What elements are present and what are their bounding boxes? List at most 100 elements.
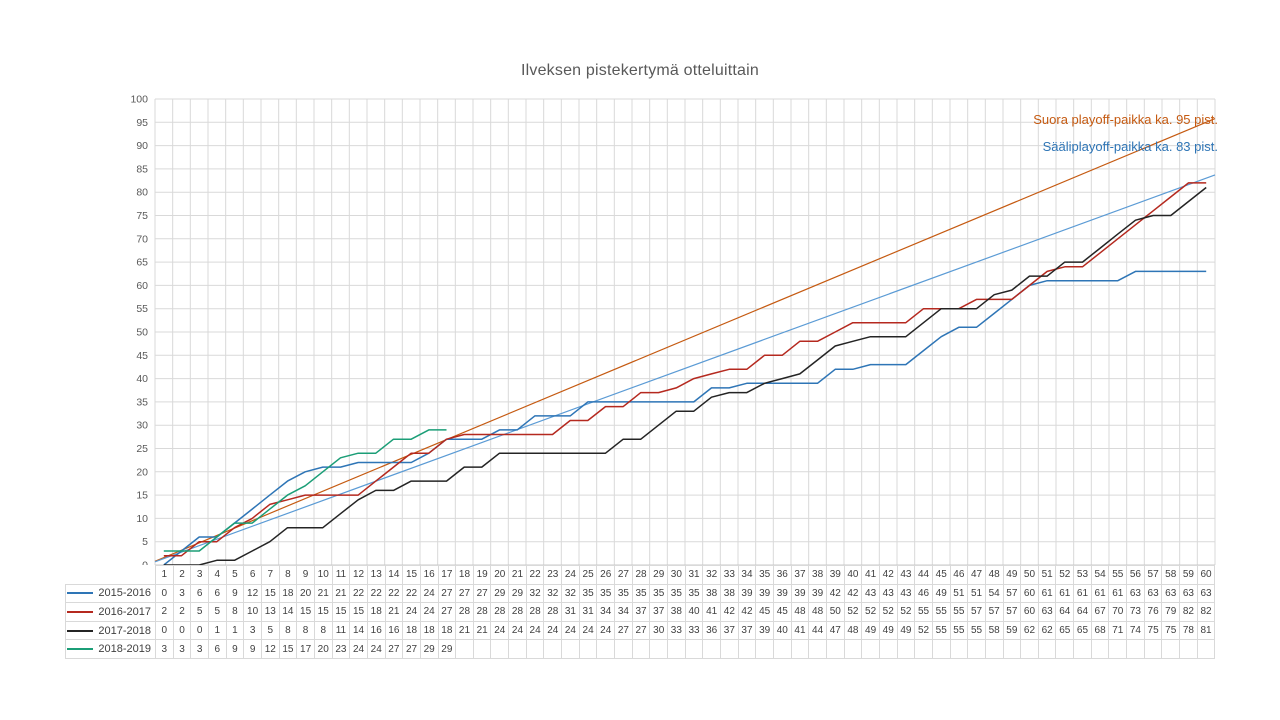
points-cell: 3 [190,639,209,659]
points-cell: 24 [508,620,527,641]
points-cell [967,639,986,659]
points-cell [525,639,545,659]
series-row-2016-2017: 2016-2017 2 2 5 5 8 10 13 14 15 15 15 15 18 21 24 24 27 28… [65,602,1216,622]
points-cell: 63 [1126,583,1145,604]
points-cell: 15 [313,602,333,622]
y-axis-tick-label: 15 [136,490,148,502]
game-number-cell: 44 [914,565,933,585]
points-cell: 44 [808,620,827,641]
points-cell: 5 [260,620,280,641]
points-cell: 73 [1126,602,1145,622]
points-cell: 75 [1143,620,1163,641]
points-cell: 63 [1196,583,1216,604]
points-cell: 55 [967,620,986,641]
game-number-cell: 5 [225,565,245,585]
points-cell: 70 [1108,602,1128,622]
y-axis-tick-label: 55 [136,303,148,315]
points-cell: 51 [949,583,969,604]
game-number-cell: 47 [967,565,986,585]
game-number-cell: 57 [1143,565,1163,585]
points-cell: 14 [278,602,298,622]
points-cell: 31 [561,602,580,622]
series-line-2018-2019 [163,429,447,552]
points-cell: 27 [472,583,492,604]
points-cell: 24 [596,620,616,641]
game-number-cell: 42 [878,565,898,585]
points-cell [790,639,810,659]
series-line-2016-2017 [163,182,1207,557]
points-cell: 20 [296,583,315,604]
points-cell: 32 [561,583,580,604]
points-cell: 35 [684,583,704,604]
points-cell: 0 [155,583,174,604]
points-cell: 29 [437,639,457,659]
points-cell: 42 [825,583,845,604]
y-axis-tick-label: 40 [136,373,148,385]
points-cell [684,639,704,659]
points-cell: 0 [155,620,174,641]
points-cell: 48 [808,602,827,622]
points-cell [949,639,969,659]
game-number-cell: 34 [737,565,757,585]
points-cell: 18 [437,620,457,641]
data-table: 1 2 3 4 5 6 7 8 9 10 11 12 13 14 15 16 17 18 19 20 21 22 23 24 2… [65,565,1216,659]
points-cell: 41 [702,602,721,622]
points-cell: 8 [313,620,333,641]
game-number-cell: 28 [631,565,651,585]
points-cell [1161,639,1181,659]
points-cell: 63 [1143,583,1163,604]
y-axis-tick-label: 95 [136,117,148,129]
points-cell: 9 [243,639,262,659]
points-cell: 12 [260,639,280,659]
points-cell: 68 [1090,620,1110,641]
points-cell: 61 [1037,583,1057,604]
game-number-cell: 50 [1020,565,1039,585]
points-cell: 63 [1161,583,1181,604]
points-cell: 33 [684,620,704,641]
game-number-cell: 26 [596,565,616,585]
points-cell: 3 [172,639,192,659]
game-number-cell: 37 [790,565,810,585]
y-axis-tick-label: 75 [136,210,148,222]
y-axis-tick-label: 30 [136,420,148,432]
points-cell [914,639,933,659]
points-cell: 2 [172,602,192,622]
points-cell [667,639,686,659]
points-cell: 57 [1002,602,1022,622]
points-cell: 24 [349,639,368,659]
game-number-cell: 6 [243,565,262,585]
points-cell: 28 [490,602,510,622]
y-axis-tick-label: 80 [136,187,148,199]
points-cell: 18 [366,602,386,622]
points-cell: 22 [384,583,404,604]
y-axis-tick-label: 35 [136,396,148,408]
points-cell [861,639,880,659]
legend-swatch-icon [67,611,94,614]
game-number-cell: 11 [331,565,351,585]
points-cell: 24 [578,620,598,641]
points-cell: 16 [384,620,404,641]
game-number-cell: 60 [1196,565,1216,585]
points-cell [1196,639,1216,659]
points-cell: 43 [861,583,880,604]
points-cell: 27 [614,620,633,641]
game-number-cell: 23 [543,565,563,585]
series-row-2015-2016: 2015-2016 0 3 6 6 9 12 15 18 20 21 21 22 22 22 22 24 27 27… [65,583,1216,604]
points-cell: 35 [631,583,651,604]
points-cell: 32 [525,583,545,604]
points-cell [737,639,757,659]
points-cell [543,639,563,659]
points-cell: 81 [1196,620,1216,641]
points-cell [702,639,721,659]
points-cell: 37 [649,602,669,622]
points-cell: 64 [1055,602,1075,622]
points-cell: 76 [1143,602,1163,622]
points-cell: 0 [190,620,209,641]
points-cell: 6 [207,639,227,659]
points-cell [1037,639,1057,659]
points-cell: 8 [296,620,315,641]
points-cell: 37 [720,620,739,641]
points-cell: 27 [437,583,457,604]
points-cell: 55 [931,602,951,622]
